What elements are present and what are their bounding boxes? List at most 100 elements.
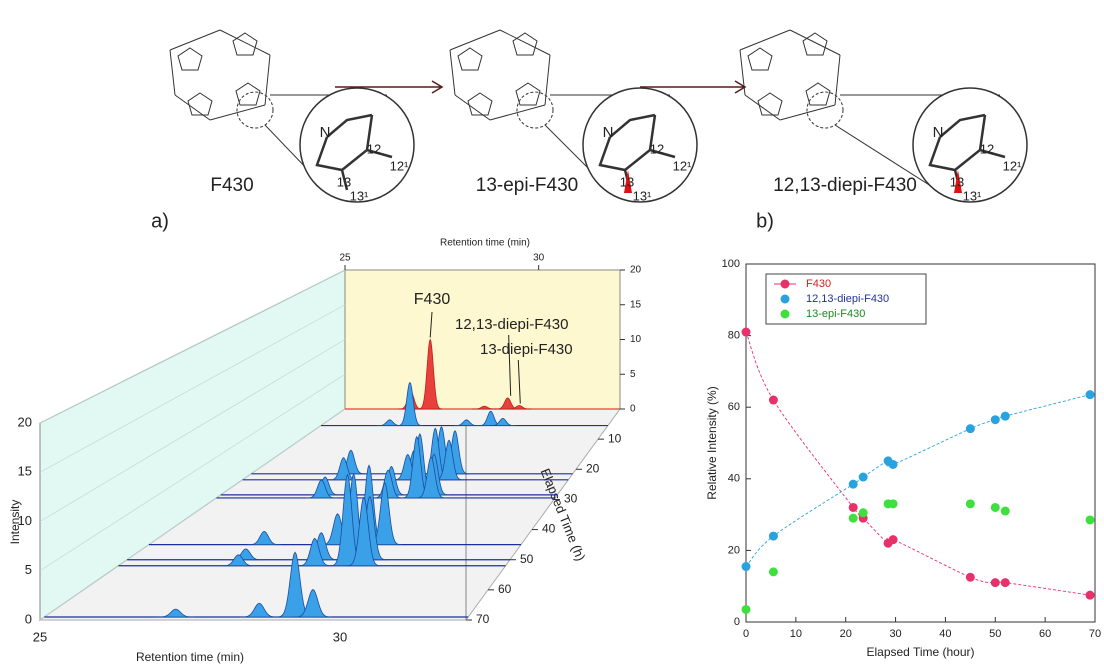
zoom-circle [300, 88, 414, 202]
point [889, 535, 898, 544]
back-wall [345, 270, 620, 409]
x-tick-label: 25 [33, 629, 47, 644]
x-tick-label: 20 [840, 628, 852, 640]
point [1086, 591, 1095, 600]
z-tick-label: 60 [498, 582, 512, 596]
zoom-label: N [933, 124, 944, 141]
structure-name: F430 [210, 175, 253, 196]
bond [450, 30, 500, 50]
point [1001, 507, 1010, 516]
bond [455, 95, 490, 120]
y-tick-label-back: 5 [630, 369, 636, 380]
ring [236, 83, 260, 105]
y-tick-label-back: 20 [630, 265, 642, 276]
annotation: 12,13-diepi-F430 [455, 316, 568, 333]
structure [170, 30, 414, 202]
ring [458, 48, 482, 70]
point [849, 480, 858, 489]
y-tick-label: 80 [728, 330, 740, 342]
point [859, 508, 868, 517]
x-tick-label: 40 [939, 628, 951, 640]
zoom-label: 13 [950, 174, 964, 189]
y-tick-label: 20 [18, 414, 32, 429]
bond [545, 55, 550, 105]
point [769, 396, 778, 405]
zoom-label: 13¹ [350, 188, 369, 203]
y-axis-title: Relative Intensity (%) [705, 386, 719, 499]
bond [745, 95, 780, 120]
x-axis-title: Elapsed Time (hour) [866, 645, 974, 659]
point [1001, 412, 1010, 421]
zoom-circle [583, 88, 697, 202]
bond [220, 30, 270, 55]
structure-name: 13-epi-F430 [476, 175, 578, 196]
bond [790, 30, 840, 55]
x-tick-label: 10 [790, 628, 802, 640]
zoom-label: 13¹ [633, 188, 652, 203]
zoom-label: 13 [620, 174, 634, 189]
legend-label: 12,13-diepi-F430 [806, 293, 889, 305]
y-tick-label-back: 10 [630, 334, 642, 345]
x-tick-label: 0 [743, 628, 749, 640]
point [742, 605, 751, 614]
x-tick-label-top: 25 [339, 253, 351, 264]
point [859, 473, 868, 482]
y-tick-label-back: 15 [630, 299, 642, 310]
point [1086, 390, 1095, 399]
bond [835, 55, 840, 105]
point [1086, 515, 1095, 524]
zoom-label: 13 [337, 174, 351, 189]
zoom-label: 12 [980, 141, 994, 156]
annotation: F430 [414, 291, 451, 308]
legend-label: F430 [806, 278, 831, 290]
x-tick-label: 60 [1039, 628, 1051, 640]
point [849, 503, 858, 512]
ring [468, 93, 492, 115]
legend-marker [781, 280, 790, 289]
ring [178, 48, 202, 70]
ring [758, 93, 782, 115]
x-tick-label: 70 [1089, 628, 1101, 640]
y-tick-label: 60 [728, 401, 740, 413]
ring [803, 33, 827, 55]
y-tick-label-back: 0 [630, 404, 636, 415]
point [991, 503, 1000, 512]
panel-label: b) [756, 210, 774, 232]
zoom-label: N [320, 124, 331, 141]
zoom-dashed [807, 92, 843, 128]
y-tick-label: 0 [25, 611, 32, 626]
z-tick-label: 50 [520, 552, 534, 566]
structure-name: 12,13-diepi-F430 [773, 175, 917, 196]
fit-line [746, 395, 1090, 567]
zoom-label: 12¹ [673, 158, 692, 173]
x-tick-label: 50 [989, 628, 1001, 640]
point [889, 499, 898, 508]
bond [170, 30, 220, 50]
z-tick-label: 10 [608, 431, 622, 445]
point [769, 567, 778, 576]
zoom-dashed [237, 92, 273, 128]
ring [513, 33, 537, 55]
zoom-label: 12¹ [1003, 158, 1022, 173]
bond [490, 105, 545, 120]
point [966, 499, 975, 508]
point [769, 532, 778, 541]
point [966, 573, 975, 582]
x-tick-label: 30 [333, 629, 347, 644]
zoom-label: 12 [367, 141, 381, 156]
ring [233, 33, 257, 55]
y-tick-label: 100 [722, 258, 740, 270]
ring [516, 83, 540, 105]
figure: N121312¹13¹F430N121312¹13¹13-epi-F430N12… [0, 0, 1104, 666]
bond [170, 50, 175, 95]
z-tick-label: 20 [586, 461, 600, 475]
ring [748, 48, 772, 70]
point [991, 415, 1000, 424]
point [742, 562, 751, 571]
ring [188, 93, 212, 115]
bond [265, 55, 270, 105]
zoom-circle [913, 88, 1027, 202]
bond [740, 30, 790, 50]
x-axis-title-top: Retention time (min) [440, 238, 530, 249]
point [742, 328, 751, 337]
